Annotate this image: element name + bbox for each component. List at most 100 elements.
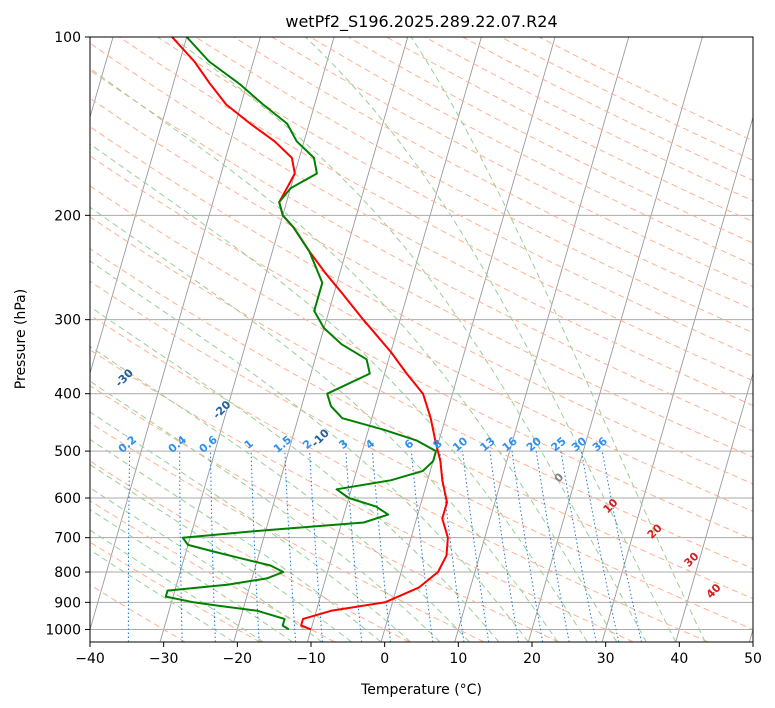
axes: −40 −30 −20 −10 0 10 20 30 40 5010020030040050060…	[45, 30, 762, 667]
moist-adiabat-line	[90, 67, 618, 642]
moist-adiabat-line	[90, 487, 323, 642]
x-tick-label: 40	[670, 651, 688, 667]
mixing-ratio-label: 0.6	[197, 433, 221, 456]
isotherm-line	[90, 37, 261, 632]
x-tick-label: 50	[744, 651, 762, 667]
dry-adiabat-line	[90, 500, 335, 642]
mixing-ratio-label: 0.4	[166, 433, 190, 456]
moist-adiabat-line	[90, 380, 441, 642]
isotherm-line	[601, 115, 753, 642]
moist-adiabat-line	[90, 345, 470, 642]
dry-adiabat-line	[271, 37, 753, 288]
moist-adiabat-line	[90, 143, 588, 642]
moist-adiabat-line	[90, 260, 529, 642]
moist-adiabat-line	[171, 37, 647, 642]
temperature-profile-line	[171, 37, 449, 631]
x-tick-label: 0	[380, 651, 389, 667]
mixing-ratio-label: 0.2	[116, 433, 139, 455]
mixing-ratio-line	[371, 451, 392, 642]
dry-adiabat-line	[386, 37, 753, 223]
dry-adiabat-line	[119, 37, 753, 382]
moist-adiabat-line	[90, 306, 500, 642]
x-tick-label: 30	[597, 651, 615, 667]
moist-adiabat-label: 10	[601, 496, 621, 516]
dry-adiabat-line	[90, 314, 709, 642]
dry-adiabat-line	[90, 216, 753, 570]
mixing-ratio-line	[439, 451, 465, 642]
moist-adiabat-line	[90, 438, 382, 642]
dry-adiabat-line	[90, 248, 753, 600]
dry-adiabat-line	[90, 280, 753, 630]
mixing-ratio-line	[210, 451, 216, 642]
y-tick-label: 900	[54, 595, 81, 611]
y-tick-label: 600	[54, 491, 81, 507]
dry-adiabat-line	[538, 37, 753, 142]
dry-adiabat-line	[90, 155, 753, 512]
dry-adiabat-line	[90, 584, 186, 642]
moist-adiabat-label: 40	[704, 581, 724, 601]
dry-adiabat-line	[157, 37, 753, 357]
moist-adiabat-label: 20	[645, 521, 665, 541]
dewpoint-profile-line	[164, 37, 437, 631]
dry-adiabat-line	[347, 37, 753, 244]
isotherm-line	[380, 37, 556, 642]
x-tick-label: 10	[449, 651, 467, 667]
x-tick-label: −20	[223, 651, 253, 667]
y-axis-title: Pressure (hPa)	[13, 289, 29, 389]
isotherm-line	[233, 37, 409, 642]
x-axis-title: Temperature (°C)	[360, 682, 482, 698]
x-tick-label: −10	[296, 651, 326, 667]
dry-adiabat-line	[90, 460, 410, 642]
dry-adiabat-line	[90, 185, 753, 541]
dry-adiabat-line	[233, 37, 753, 311]
dry-adiabat-line	[90, 541, 261, 642]
mixing-ratio-line	[489, 451, 519, 642]
moist-adiabat-line	[90, 411, 411, 642]
mixing-ratio-line	[410, 451, 434, 642]
dry-adiabat-line	[195, 37, 753, 334]
mixing-ratio-label: 4	[363, 437, 377, 452]
y-tick-label: 400	[54, 387, 81, 403]
dry-adiabat-line	[90, 126, 753, 485]
x-tick-label: −40	[75, 651, 105, 667]
moist-adiabat-line	[410, 37, 706, 642]
isotherm-line	[527, 37, 703, 642]
dry-adiabat-line	[462, 37, 753, 181]
dry-adiabat-line	[90, 97, 753, 458]
moist-adiabat-line	[90, 206, 559, 642]
dry-adiabat-line	[90, 42, 753, 407]
y-tick-label: 800	[54, 565, 81, 581]
x-tick-label: 20	[523, 651, 541, 667]
mixing-ratio-line	[345, 451, 363, 642]
isotherm-line	[454, 37, 630, 642]
mixing-ratio-line	[560, 451, 597, 642]
dry-adiabat-line	[90, 422, 485, 642]
isotherm-line	[675, 371, 753, 642]
moist-adiabat-line	[90, 549, 234, 642]
chart-title: wetPf2_S196.2025.289.22.07.R24	[285, 12, 557, 32]
plot-frame	[89, 36, 754, 643]
dry-adiabat-line	[90, 385, 559, 642]
y-tick-label: 300	[54, 313, 81, 329]
mixing-ratio-line	[580, 451, 620, 642]
y-tick-label: 700	[54, 531, 81, 547]
moist-adiabat-label: 30	[682, 549, 702, 569]
y-tick-label: 500	[54, 444, 81, 460]
mixing-ratio-label: 3	[336, 437, 350, 452]
isotherm-line	[90, 37, 188, 375]
mixing-ratio-line	[601, 451, 642, 642]
moist-adiabat-line	[90, 529, 264, 642]
mixing-ratio-line	[127, 451, 131, 642]
y-tick-label: 200	[54, 208, 81, 224]
background-lines	[90, 37, 753, 642]
dry-adiabat-line	[90, 349, 634, 642]
moist-adiabat-line	[90, 464, 352, 642]
mixing-ratio-line	[462, 451, 490, 642]
dry-adiabat-label: -30	[113, 366, 136, 389]
moist-adiabat-line	[305, 37, 677, 642]
y-tick-label: 1000	[45, 622, 81, 638]
moist-adiabat-line	[90, 508, 293, 642]
x-tick-label: −30	[149, 651, 179, 667]
isotherm-line	[159, 37, 335, 642]
